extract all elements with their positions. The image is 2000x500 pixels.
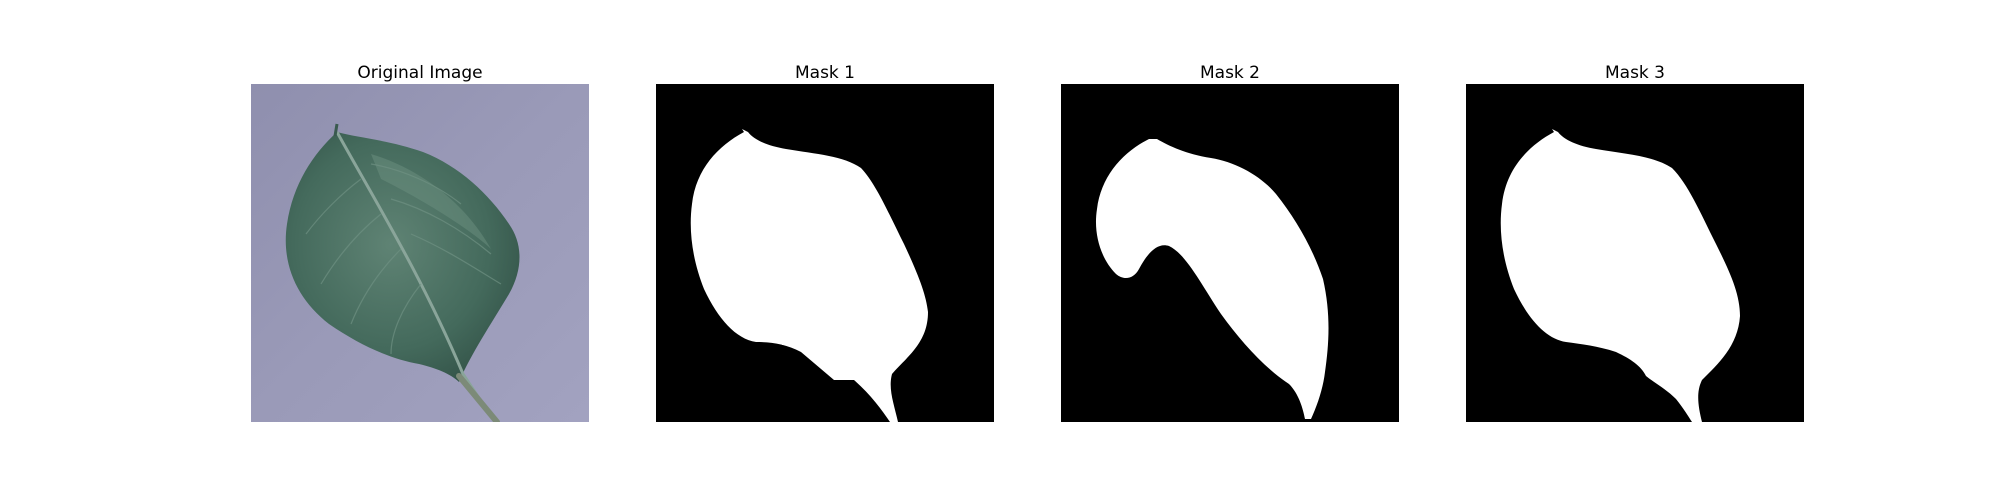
panel-title: Mask 3 <box>1604 63 1665 83</box>
mask-region <box>1095 139 1329 419</box>
leaf-stem <box>456 373 500 422</box>
panel-title: Mask 2 <box>1199 63 1260 83</box>
mask-region <box>690 129 928 422</box>
panel-title: Mask 1 <box>794 63 855 83</box>
leaf-highlight <box>371 154 491 249</box>
leaf-veins <box>305 163 502 355</box>
mask-3-image <box>1466 84 1804 422</box>
mask-speckles <box>1616 340 1649 353</box>
panel-title: Original Image <box>357 63 483 83</box>
leaf-tip <box>333 123 339 137</box>
original-leaf-photo <box>251 84 589 422</box>
mask-speckles <box>774 338 795 345</box>
leaf-blade <box>285 132 520 382</box>
leaf-midrib <box>335 131 497 422</box>
mask-1-image <box>656 84 994 422</box>
mask-2-image <box>1061 84 1399 422</box>
mask-region <box>1500 129 1740 422</box>
